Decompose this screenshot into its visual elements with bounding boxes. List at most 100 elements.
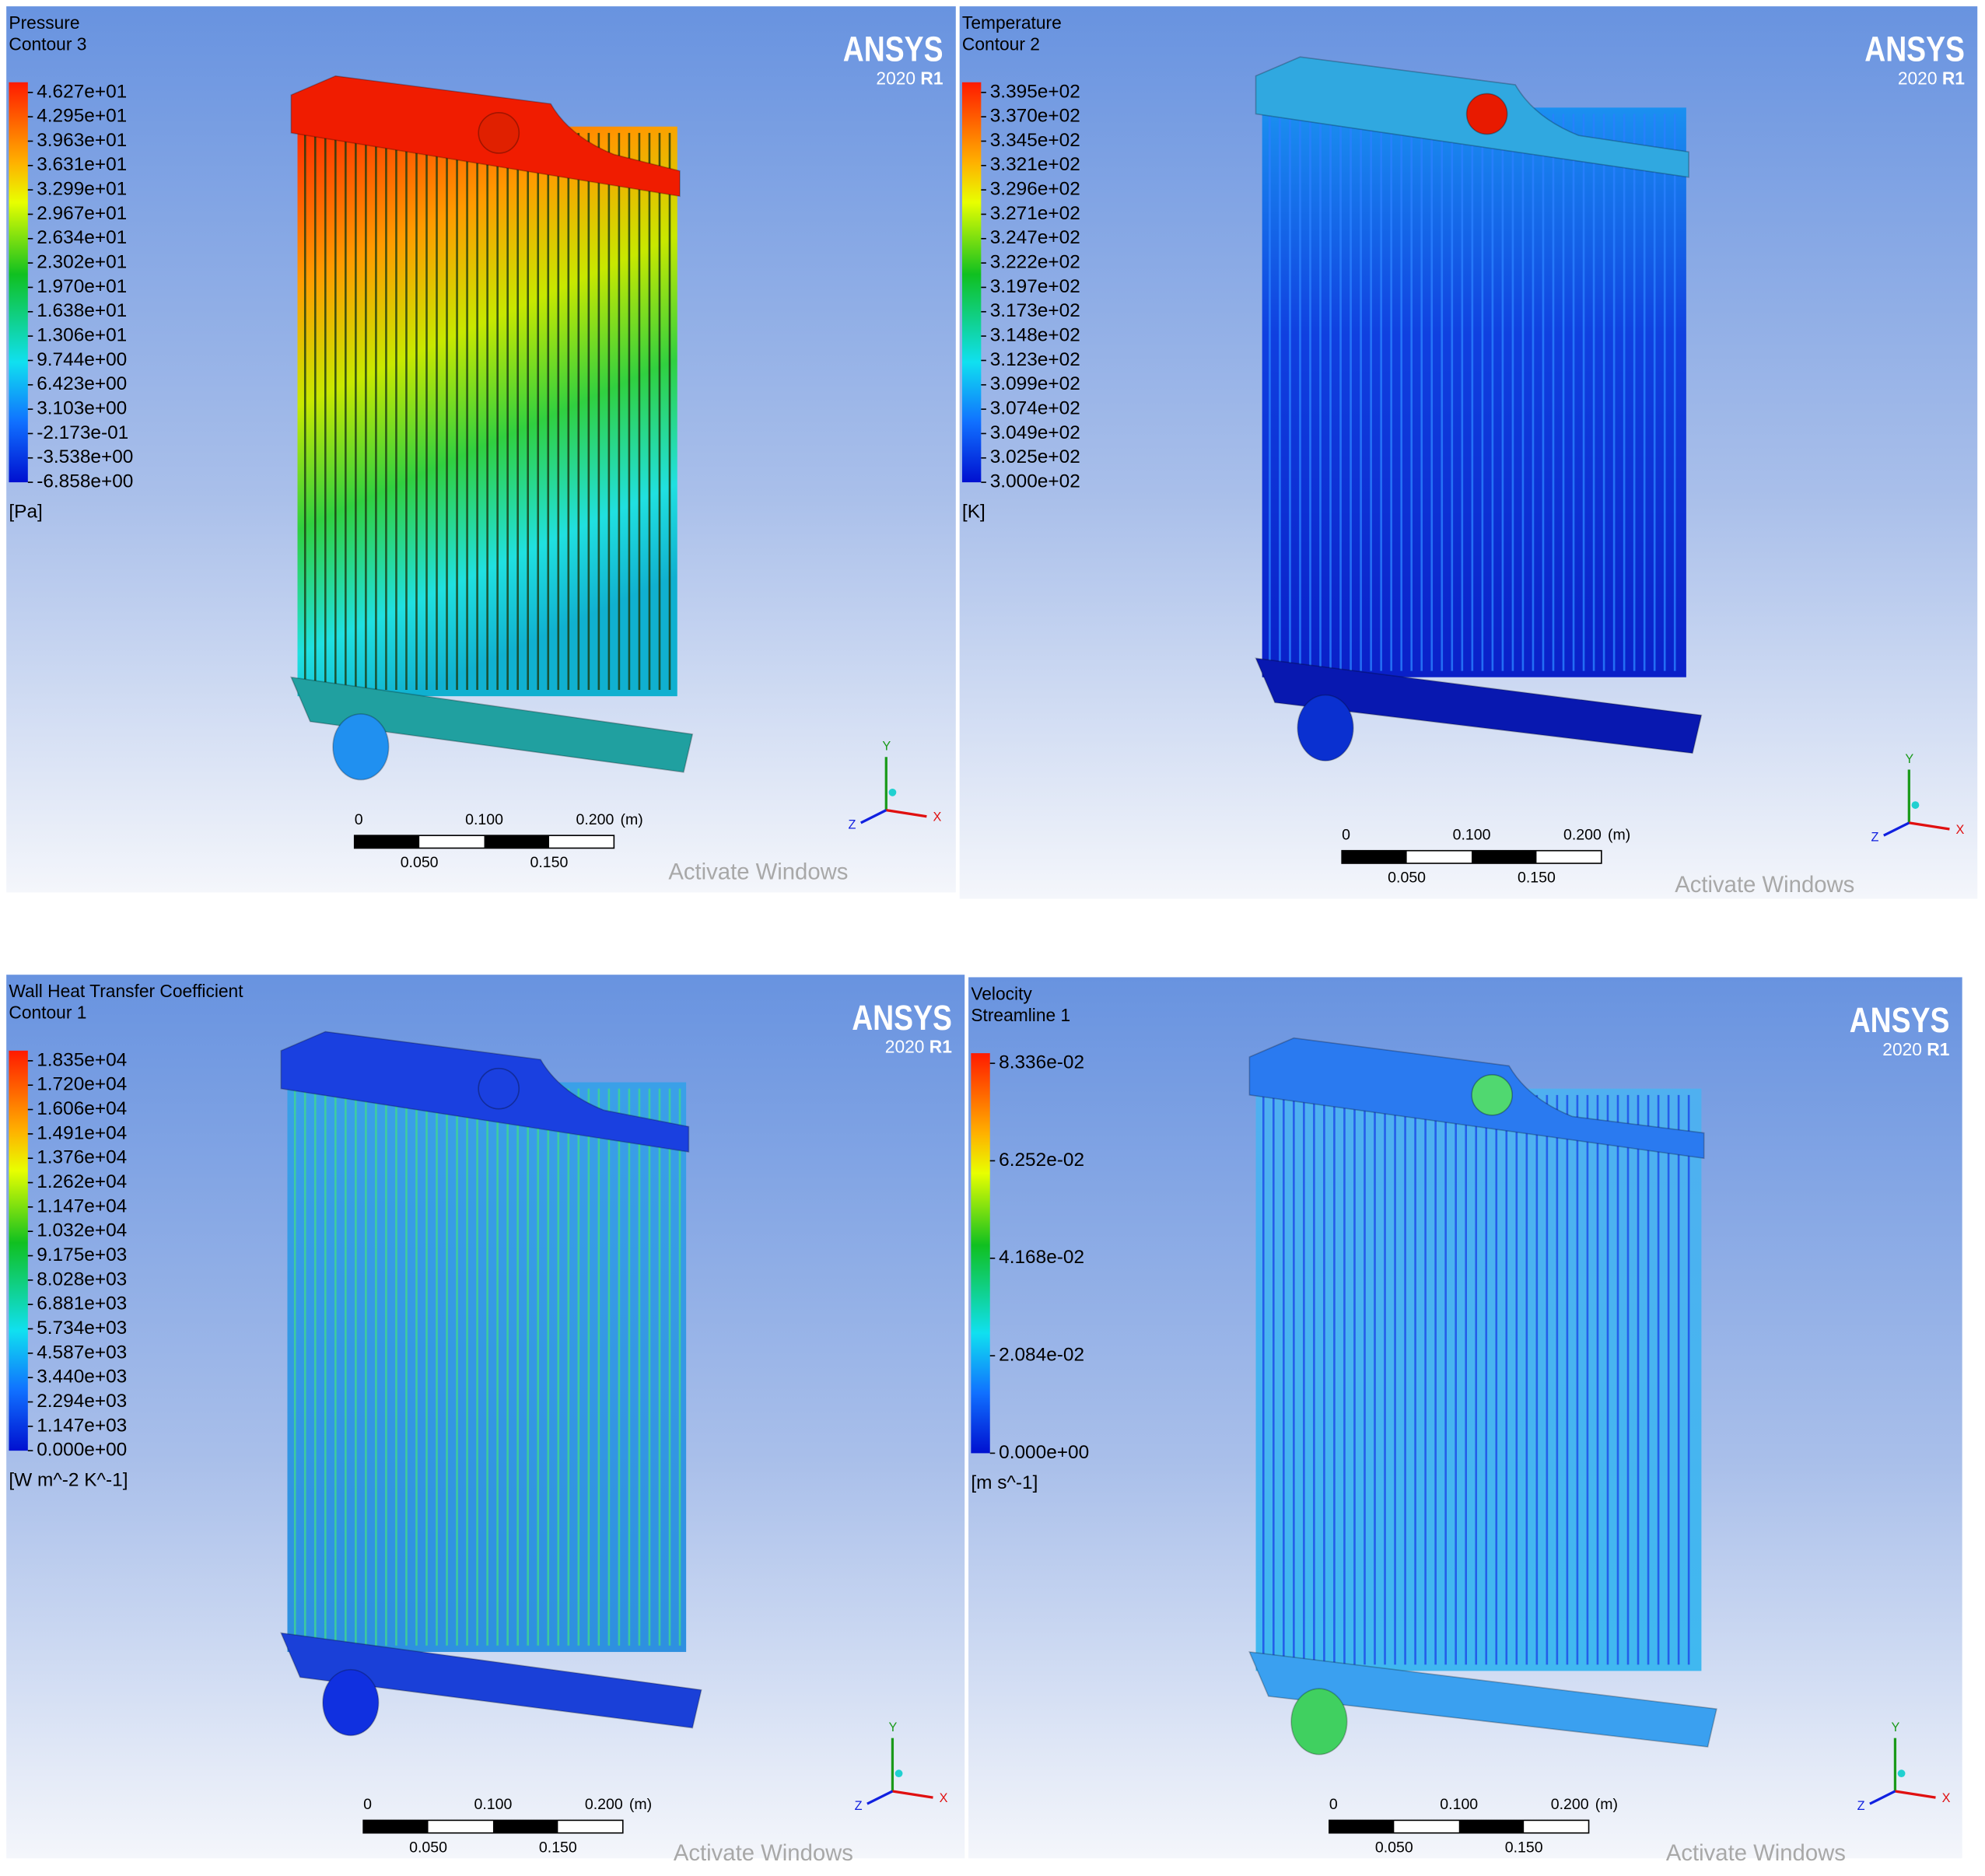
legend-label: 2.967e+01 [37, 203, 127, 224]
legend-label: 4.168e-02 [999, 1247, 1084, 1268]
legend-title: Velocity [971, 983, 1032, 1003]
inlet-port [332, 713, 390, 781]
legend-label: 2.084e-02 [999, 1345, 1084, 1366]
version-year: 2020 [876, 68, 915, 89]
watermark: Activate Windows [674, 1840, 853, 1866]
legend-label: 3.963e+01 [37, 130, 127, 151]
watermark: Activate Windows [668, 859, 848, 885]
legend-label: 3.321e+02 [990, 154, 1080, 175]
axis-z [1883, 821, 1910, 837]
legend-label: -6.858e+00 [37, 471, 133, 492]
scale-label: 0.100 [1453, 826, 1491, 843]
axis-z [1869, 1790, 1896, 1805]
axis-x [1909, 821, 1950, 831]
brand: ANSYS [852, 997, 952, 1037]
scale-label: 0.150 [530, 854, 569, 871]
scale-label: 0.100 [465, 811, 503, 828]
legend-label: 3.103e+00 [37, 398, 127, 419]
axis-x-label: X [940, 1791, 948, 1805]
legend-label: 3.247e+02 [990, 227, 1080, 248]
legend-label: 3.123e+02 [990, 349, 1080, 370]
legend-label: 1.032e+04 [37, 1220, 127, 1241]
legend-label: 2.302e+01 [37, 252, 127, 273]
axis-z-label: Z [1871, 831, 1879, 845]
watermark: Activate Windows [1666, 1840, 1846, 1866]
scale-bar-segment [1329, 1820, 1395, 1833]
legend-unit: [Pa] [9, 502, 42, 523]
scale-label: 0.200 [576, 811, 614, 828]
legend-subtitle: Contour 2 [962, 34, 1040, 54]
color-bar [971, 1053, 990, 1454]
legend-label: 1.262e+04 [37, 1171, 127, 1192]
scale-label: 0.200 [585, 1796, 623, 1813]
legend-label: 3.148e+02 [990, 325, 1080, 346]
scale-label: 0.100 [474, 1796, 513, 1813]
color-bar [9, 82, 28, 483]
inlet-port [1297, 694, 1354, 761]
legend-label: 0.000e+00 [999, 1442, 1089, 1463]
radiator [1248, 1037, 1717, 1755]
scale-unit: (m) [1595, 1796, 1618, 1813]
legend-label: 2.294e+03 [37, 1391, 127, 1412]
legend-unit: [K] [962, 502, 985, 523]
legend-title: Wall Heat Transfer Coefficient [9, 981, 243, 1001]
legend-label: 1.835e+04 [37, 1049, 127, 1070]
axis-y-label: Y [889, 1720, 898, 1734]
axis-y-label: Y [1905, 752, 1913, 766]
legend-label: 6.423e+00 [37, 373, 127, 394]
legend-title: Temperature [962, 12, 1062, 33]
color-bar [9, 1050, 28, 1451]
outlet-port [1465, 93, 1508, 135]
axis-x [886, 809, 927, 818]
legend-label: 8.028e+03 [37, 1269, 127, 1290]
scale-label: 0 [363, 1796, 372, 1813]
bottom-tank [1248, 1650, 1717, 1748]
version-release: R1 [1942, 68, 1965, 89]
scale-label: 0.200 [1551, 1796, 1589, 1813]
axis-z [866, 1790, 894, 1805]
legend-label: 1.720e+04 [37, 1074, 127, 1095]
legend-label: 3.000e+02 [990, 471, 1080, 492]
legend-label: 1.606e+04 [37, 1098, 127, 1119]
scale-unit: (m) [621, 811, 643, 828]
legend-title: Pressure [9, 12, 79, 33]
scale-label: 0.050 [1388, 870, 1426, 887]
axis-origin [1897, 1769, 1906, 1778]
version-year: 2020 [1882, 1039, 1922, 1059]
legend-label: 1.970e+01 [37, 276, 127, 297]
legend-label: 3.345e+02 [990, 130, 1080, 151]
version-release: R1 [929, 1037, 952, 1057]
axis-origin [1911, 801, 1920, 809]
legend-subtitle: Contour 3 [9, 34, 86, 54]
legend-label: 3.099e+02 [990, 373, 1080, 394]
axis-z-label: Z [848, 817, 856, 831]
legend-label: 3.222e+02 [990, 252, 1080, 273]
legend-label: 3.049e+02 [990, 422, 1080, 443]
axis-y-label: Y [1892, 1720, 1900, 1734]
legend-label: 3.074e+02 [990, 398, 1080, 419]
scale-label: 0.150 [1518, 870, 1556, 887]
scale-bar-segment [354, 835, 420, 849]
radiator [280, 1031, 702, 1737]
scale-label: 0.050 [409, 1839, 447, 1856]
legend-label: 5.734e+03 [37, 1318, 127, 1339]
version: 2020 R1 [885, 1037, 952, 1057]
radiator-core [1262, 107, 1686, 677]
legend-label: 1.638e+01 [37, 300, 127, 321]
axis-x-label: X [1942, 1791, 1951, 1805]
legend-subtitle: Contour 1 [9, 1003, 86, 1023]
axis-z-label: Z [1857, 1799, 1865, 1813]
inlet-port [1290, 1688, 1348, 1755]
scale-label: 0.100 [1440, 1796, 1478, 1813]
legend-label: 3.395e+02 [990, 81, 1080, 102]
legend-label: -2.173e-01 [37, 422, 128, 443]
legend-label: 6.252e-02 [999, 1150, 1084, 1171]
outlet-port [478, 112, 520, 154]
radiator [290, 75, 694, 781]
brand: ANSYS [1864, 29, 1965, 68]
version-year: 2020 [1898, 68, 1938, 89]
